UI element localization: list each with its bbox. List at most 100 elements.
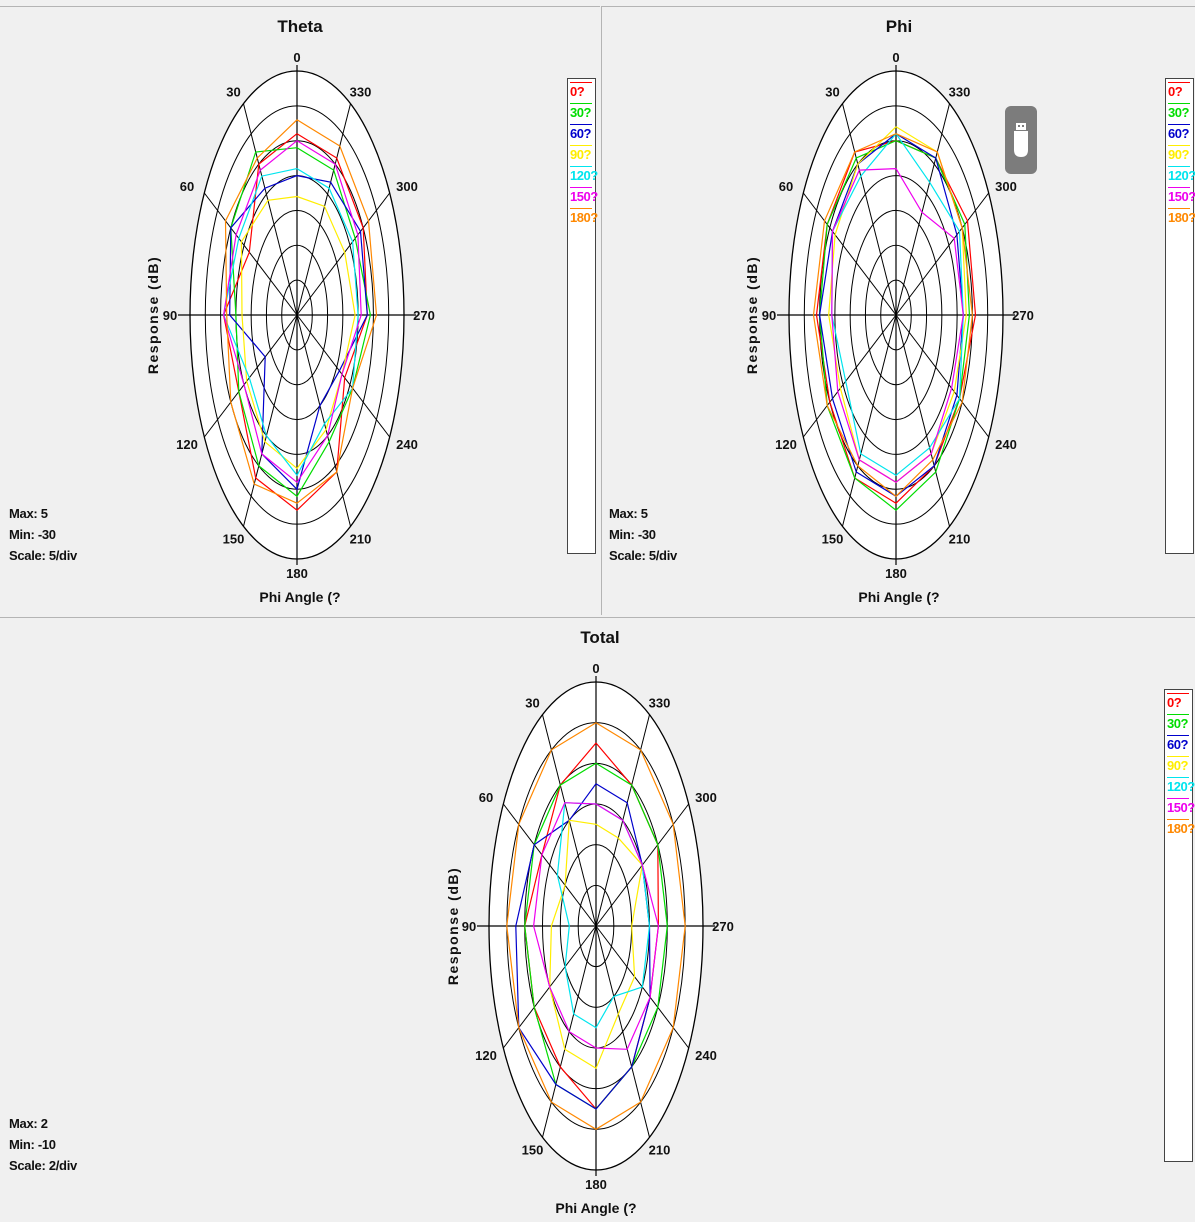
angle-tick-label: 300 (995, 179, 1017, 194)
series-line (229, 175, 368, 491)
angle-tick-label: 150 (223, 531, 245, 546)
polar-spoke (296, 314, 391, 438)
angle-tick-label: 180 (585, 1177, 607, 1192)
angle-tick-label: 330 (350, 85, 372, 100)
legend-item: 0? (1168, 82, 1190, 100)
legend-item: 90? (570, 145, 592, 162)
total-min-label: Min: -10 (9, 1137, 56, 1152)
y-axis-label: Response (dB) (145, 256, 161, 374)
polar-spoke (842, 103, 897, 316)
legend-item: 0? (570, 82, 592, 100)
polar-spoke (895, 314, 990, 438)
legend-item: 30? (570, 103, 592, 120)
angle-tick-label: 240 (695, 1048, 717, 1063)
y-axis-label: Response (dB) (744, 256, 760, 374)
y-axis-label: Response (dB) (445, 867, 461, 985)
angle-tick-label: 300 (396, 179, 418, 194)
series-line (506, 722, 686, 1131)
polar-spoke (296, 314, 351, 527)
total-stats: Max: 2 Min: -10 Scale: 2/div (9, 1113, 77, 1176)
x-axis-label: Phi Angle (? (858, 589, 939, 605)
polar-spoke (895, 103, 950, 316)
angle-tick-label: 60 (779, 179, 793, 194)
polar-spoke (802, 192, 897, 316)
total-max-label: Max: 2 (9, 1116, 48, 1131)
angle-tick-label: 150 (822, 531, 844, 546)
legend-item: 120? (1168, 166, 1195, 183)
angle-tick-label: 240 (995, 437, 1017, 452)
legend-item: 60? (1168, 124, 1190, 141)
series-line (831, 168, 964, 484)
angle-tick-label: 210 (649, 1142, 671, 1157)
angle-tick-label: 120 (775, 437, 797, 452)
angle-tick-label: 0 (892, 50, 899, 65)
series-line (818, 140, 971, 511)
legend-item: 0? (1167, 693, 1189, 711)
phi-stats: Max: 5 Min: -30 Scale: 5/div (609, 503, 677, 566)
x-axis-label: Phi Angle (? (555, 1200, 636, 1216)
legend-item: 150? (1167, 798, 1195, 815)
theta-scale-label: Scale: 5/div (9, 548, 77, 563)
angle-tick-label: 90 (462, 919, 476, 934)
theta-max-label: Max: 5 (9, 506, 48, 521)
angle-tick-label: 180 (286, 566, 308, 581)
polar-spoke (895, 314, 950, 527)
legend-item: 90? (1167, 756, 1189, 773)
angle-tick-label: 150 (522, 1142, 544, 1157)
polar-spoke (802, 314, 897, 438)
phi-max-label: Max: 5 (609, 506, 648, 521)
theta-polar-chart: Theta 0 30 60 90 120 150 180 210 240 270 300 330 Resp… (145, 17, 435, 605)
polar-spoke (296, 192, 391, 316)
polar-spoke (243, 103, 298, 316)
series-line (222, 133, 368, 511)
angle-tick-label: 30 (226, 85, 240, 100)
total-polar-chart: Total 0 30 60 90 120 150 180 210 240 270 300 330 Resp… (445, 628, 734, 1216)
series-line (532, 802, 660, 1050)
usb-drive-icon (1014, 123, 1028, 157)
angle-tick-label: 180 (885, 566, 907, 581)
angle-tick-label: 330 (949, 85, 971, 100)
angle-tick-label: 120 (475, 1048, 497, 1063)
legend-item: 90? (1168, 145, 1190, 162)
phi-polar-chart: Phi 0 30 60 90 120 150 180 210 240 270 300 330 Respon… (744, 17, 1034, 605)
angle-tick-label: 90 (762, 308, 776, 323)
x-axis-label: Phi Angle (? (259, 589, 340, 605)
legend-item: 180? (1168, 208, 1195, 225)
legend-item: 150? (570, 187, 598, 204)
angle-tick-label: 60 (479, 790, 493, 805)
total-scale-label: Scale: 2/div (9, 1158, 77, 1173)
polar-spoke (842, 314, 897, 527)
phi-chart-panel: Phi 0 30 60 90 120 150 180 210 240 270 300 330 Respon… (601, 6, 1195, 615)
angle-tick-label: 330 (649, 696, 671, 711)
phi-scale-label: Scale: 5/div (609, 548, 677, 563)
theta-chart-panel: Theta 0 30 60 90 120 150 180 210 240 270 300 330 Resp… (0, 6, 600, 615)
angle-tick-label: 90 (163, 308, 177, 323)
phi-min-label: Min: -30 (609, 527, 656, 542)
series-line (222, 140, 362, 484)
angle-tick-label: 60 (180, 179, 194, 194)
legend-item: 60? (570, 124, 592, 141)
legend-item: 120? (570, 166, 598, 183)
phi-legend: 0? 30? 60? 90? 120? 150? 180? (1165, 78, 1195, 554)
angle-tick-label: 210 (949, 531, 971, 546)
legend-item: 180? (1167, 819, 1195, 836)
legend-item: 30? (1168, 103, 1190, 120)
polar-spoke (203, 192, 298, 316)
angle-tick-label: 120 (176, 437, 198, 452)
series-line (222, 168, 359, 477)
angle-tick-label: 0 (592, 661, 599, 676)
angle-tick-label: 270 (413, 308, 435, 323)
theta-min-label: Min: -30 (9, 527, 56, 542)
usb-drive-button[interactable] (1005, 106, 1037, 174)
legend-item: 180? (570, 208, 598, 225)
theta-stats: Max: 5 Min: -30 Scale: 5/div (9, 503, 77, 566)
legend-item: 150? (1168, 187, 1195, 204)
angle-tick-label: 30 (525, 696, 539, 711)
angle-tick-label: 210 (350, 531, 372, 546)
total-chart-panel: Total 0 30 60 90 120 150 180 210 240 270 300 330 Resp… (0, 617, 1195, 1222)
angle-tick-label: 270 (1012, 308, 1034, 323)
chart-title: Theta (277, 17, 323, 36)
polar-spoke (203, 314, 298, 438)
legend-item: 120? (1167, 777, 1195, 794)
polar-spoke (243, 314, 298, 527)
